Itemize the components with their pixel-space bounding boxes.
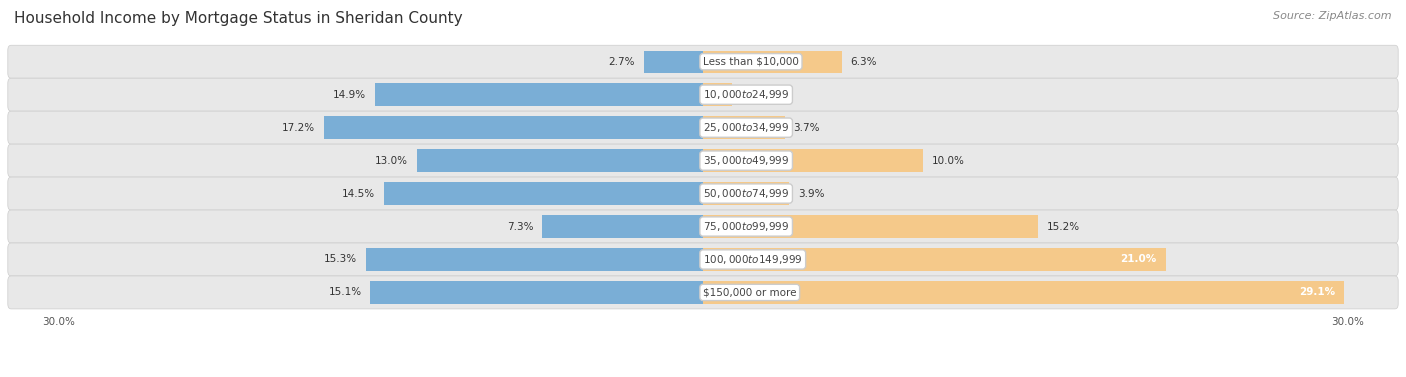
Text: 3.9%: 3.9% — [797, 188, 824, 199]
Text: 2.7%: 2.7% — [609, 57, 634, 67]
FancyBboxPatch shape — [8, 177, 1398, 210]
Bar — [703, 51, 842, 73]
Text: $100,000 to $149,999: $100,000 to $149,999 — [703, 253, 803, 266]
Bar — [366, 248, 703, 271]
Text: Household Income by Mortgage Status in Sheridan County: Household Income by Mortgage Status in S… — [14, 11, 463, 26]
Bar — [703, 215, 1038, 238]
Text: 10.0%: 10.0% — [932, 156, 965, 166]
Text: 15.3%: 15.3% — [323, 254, 357, 265]
Text: 3.7%: 3.7% — [793, 123, 820, 133]
Text: $25,000 to $34,999: $25,000 to $34,999 — [703, 121, 789, 134]
Text: 14.5%: 14.5% — [342, 188, 375, 199]
Text: $10,000 to $24,999: $10,000 to $24,999 — [703, 88, 789, 101]
Text: 29.1%: 29.1% — [1299, 287, 1336, 297]
Text: 1.3%: 1.3% — [741, 90, 766, 100]
Text: 6.3%: 6.3% — [851, 57, 877, 67]
Bar — [703, 149, 924, 172]
Text: Source: ZipAtlas.com: Source: ZipAtlas.com — [1274, 11, 1392, 21]
Bar — [384, 182, 703, 205]
FancyBboxPatch shape — [8, 210, 1398, 243]
Bar — [703, 281, 1344, 303]
Bar — [644, 51, 703, 73]
Bar — [416, 149, 703, 172]
Bar — [703, 116, 785, 139]
Bar — [375, 83, 703, 106]
Text: Less than $10,000: Less than $10,000 — [703, 57, 799, 67]
Bar — [703, 182, 789, 205]
Text: 30.0%: 30.0% — [1331, 317, 1364, 327]
Bar — [703, 83, 731, 106]
Bar — [543, 215, 703, 238]
Text: 14.9%: 14.9% — [333, 90, 366, 100]
FancyBboxPatch shape — [8, 78, 1398, 111]
Text: $50,000 to $74,999: $50,000 to $74,999 — [703, 187, 789, 200]
FancyBboxPatch shape — [8, 111, 1398, 144]
Text: 7.3%: 7.3% — [508, 222, 533, 231]
Text: 15.2%: 15.2% — [1046, 222, 1080, 231]
FancyBboxPatch shape — [8, 144, 1398, 177]
FancyBboxPatch shape — [8, 243, 1398, 276]
Text: $75,000 to $99,999: $75,000 to $99,999 — [703, 220, 789, 233]
Text: 30.0%: 30.0% — [42, 317, 75, 327]
Bar — [703, 248, 1166, 271]
Bar — [325, 116, 703, 139]
Text: 13.0%: 13.0% — [375, 156, 408, 166]
FancyBboxPatch shape — [8, 45, 1398, 78]
Text: 15.1%: 15.1% — [329, 287, 361, 297]
Text: 17.2%: 17.2% — [283, 123, 315, 133]
Text: $35,000 to $49,999: $35,000 to $49,999 — [703, 154, 789, 167]
FancyBboxPatch shape — [8, 276, 1398, 309]
Text: 21.0%: 21.0% — [1121, 254, 1157, 265]
Bar — [370, 281, 703, 303]
Legend: Without Mortgage, With Mortgage: Without Mortgage, With Mortgage — [574, 375, 832, 377]
Text: $150,000 or more: $150,000 or more — [703, 287, 797, 297]
